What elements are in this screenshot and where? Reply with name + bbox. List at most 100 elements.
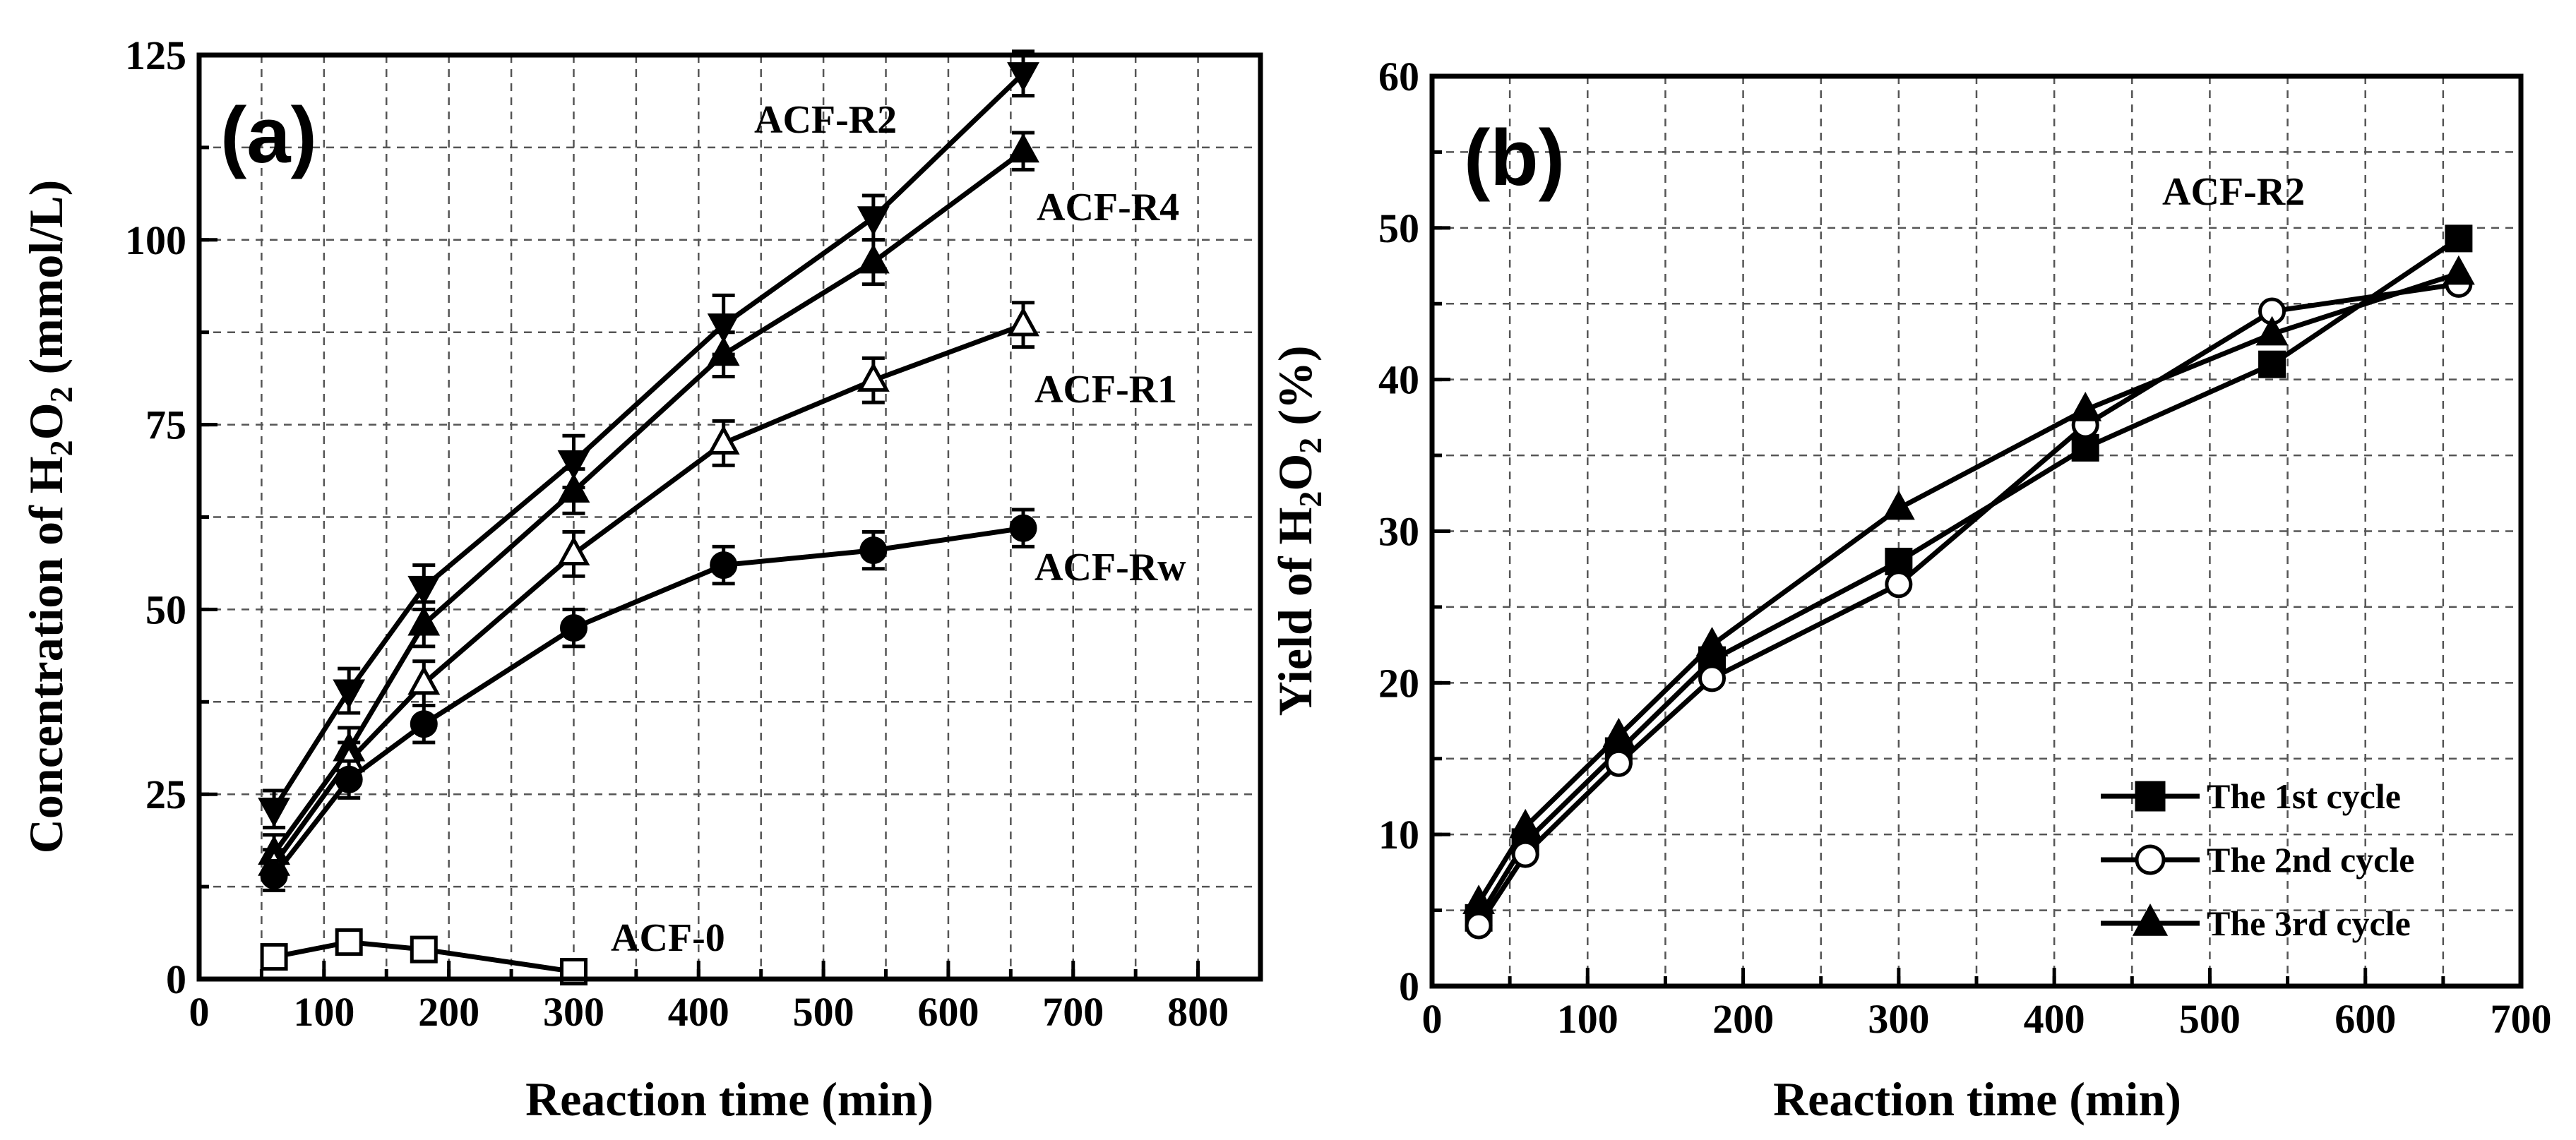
data-point-triangle-up xyxy=(707,425,740,455)
data-point-triangle-down xyxy=(557,450,590,480)
data-point-circle xyxy=(1604,749,1633,777)
data-point-square xyxy=(335,928,363,956)
data-point-circle xyxy=(1009,514,1037,542)
data-point-circle xyxy=(710,551,738,580)
data-point-circle xyxy=(859,536,888,565)
data-point-circle xyxy=(410,710,438,738)
y-axis-title: Concentration of H2O2 (mmol/L) xyxy=(19,180,79,853)
x-tick-label: 300 xyxy=(543,989,604,1035)
x-tick-label: 300 xyxy=(1868,996,1929,1042)
data-point-triangle-up xyxy=(407,665,441,695)
panel-label-a: (a) xyxy=(220,91,317,179)
plot-frame xyxy=(196,52,1263,982)
data-point-triangle-up xyxy=(2069,392,2102,421)
y-tick-label: 20 xyxy=(1378,660,1419,706)
legend-marker xyxy=(2132,904,2169,936)
x-tick-label: 500 xyxy=(2179,996,2241,1042)
data-point-triangle-up xyxy=(1602,717,1635,748)
series-acf-rw: ACF-Rw xyxy=(260,508,1186,892)
data-point-triangle-up xyxy=(1882,490,1915,520)
panel-a-concentration-chart: 0 100 200 300 400 500 600 700 800 0 25 50 75 100 125 A… xyxy=(19,32,1263,1126)
data-point-triangle-up xyxy=(1007,306,1039,337)
x-tick-label: 100 xyxy=(1557,996,1618,1042)
data-point-triangle-down xyxy=(258,798,291,827)
data-point-triangle-up xyxy=(1509,808,1542,839)
y-tick-label: 0 xyxy=(166,956,186,1002)
data-point-triangle-down xyxy=(857,206,890,236)
panel-label-b: (b) xyxy=(1464,114,1565,202)
data-point-triangle-up xyxy=(2255,316,2289,346)
x-axis-title: Reaction time (min) xyxy=(525,1072,934,1126)
legend-item: The 3rd cycle xyxy=(2101,904,2411,943)
series-line xyxy=(1477,236,2460,920)
x-tick-label: 800 xyxy=(1167,989,1229,1035)
x-tick-label: 200 xyxy=(418,989,479,1035)
x-tick-label: 700 xyxy=(2491,996,2552,1042)
data-point-square xyxy=(1885,547,1913,575)
x-tick-label: 0 xyxy=(1422,996,1443,1042)
series-label-acf-r1: ACF-R1 xyxy=(1034,368,1177,412)
y-tick-label: 0 xyxy=(1399,964,1419,1009)
series-line xyxy=(1477,281,2459,927)
data-point-square xyxy=(2445,224,2473,253)
x-tick-label: 100 xyxy=(293,989,354,1035)
data-point-triangle-up xyxy=(857,362,890,392)
data-point-triangle-up xyxy=(1695,627,1729,656)
series-label-acf-r2: ACF-R2 xyxy=(754,98,897,142)
y-tick-label: 60 xyxy=(1378,54,1419,100)
series-acf-r4: ACF-R4 xyxy=(258,131,1179,874)
x-tick-label: 600 xyxy=(2334,996,2396,1042)
series-label-acf-r4: ACF-R4 xyxy=(1037,186,1179,229)
legend-item: The 1st cycle xyxy=(2101,776,2401,816)
data-point-triangle-down xyxy=(707,313,740,343)
series-label-acf-rw: ACF-Rw xyxy=(1034,546,1186,589)
x-tick-label: 0 xyxy=(189,989,210,1035)
legend-marker xyxy=(2135,781,2166,812)
data-point-triangle-up xyxy=(557,473,590,503)
y-tick-label: 50 xyxy=(1378,205,1419,251)
legend-label: The 1st cycle xyxy=(2207,776,2401,816)
data-point-triangle-up xyxy=(407,606,441,636)
series-the-3rd-cycle xyxy=(1462,255,2475,914)
series-label-acf-0: ACF-0 xyxy=(611,916,725,960)
y-tick-label: 40 xyxy=(1378,357,1419,403)
data-point-circle xyxy=(559,614,588,642)
x-tick-label: 400 xyxy=(2024,996,2085,1042)
data-point-circle xyxy=(335,765,363,793)
y-tick-label: 125 xyxy=(125,32,186,78)
data-point-circle xyxy=(1465,911,1493,940)
y-tick-label: 10 xyxy=(1378,812,1419,858)
x-tick-label: 700 xyxy=(1042,989,1104,1035)
legend-label: The 2nd cycle xyxy=(2207,840,2414,880)
data-point-triangle-down xyxy=(1007,62,1039,92)
legend: The 1st cycle The 2nd cycle The 3rd cycle xyxy=(2101,776,2414,943)
data-point-square xyxy=(260,943,288,971)
y-tick-label: 50 xyxy=(145,587,186,632)
data-point-circle xyxy=(1698,664,1727,692)
data-point-triangle-up xyxy=(2442,255,2475,285)
data-point-triangle-up xyxy=(707,336,740,366)
series-acf-0: ACF-0 xyxy=(260,916,725,986)
data-point-triangle-up xyxy=(1462,884,1496,914)
series-line xyxy=(273,940,574,974)
data-point-square xyxy=(2258,350,2286,378)
data-point-circle xyxy=(1511,840,1539,868)
legend-item: The 2nd cycle xyxy=(2101,840,2414,880)
data-point-circle xyxy=(260,861,288,889)
data-point-circle xyxy=(1885,570,1913,599)
sample-annotation: ACF-R2 xyxy=(2162,170,2305,214)
data-point-square xyxy=(2071,433,2099,462)
series-line xyxy=(1477,270,2459,904)
data-point-triangle-down xyxy=(407,575,441,606)
y-tick-label: 25 xyxy=(145,772,186,817)
y-tick-label: 75 xyxy=(145,402,186,448)
y-axis-title: Yield of H2O2 (%) xyxy=(1268,345,1328,716)
x-tick-label: 500 xyxy=(793,989,854,1035)
data-point-triangle-down xyxy=(333,679,366,709)
data-point-square xyxy=(410,935,438,964)
legend-label: The 3rd cycle xyxy=(2207,904,2411,943)
data-point-triangle-up xyxy=(1007,133,1039,163)
y-tick-label: 100 xyxy=(125,217,186,263)
